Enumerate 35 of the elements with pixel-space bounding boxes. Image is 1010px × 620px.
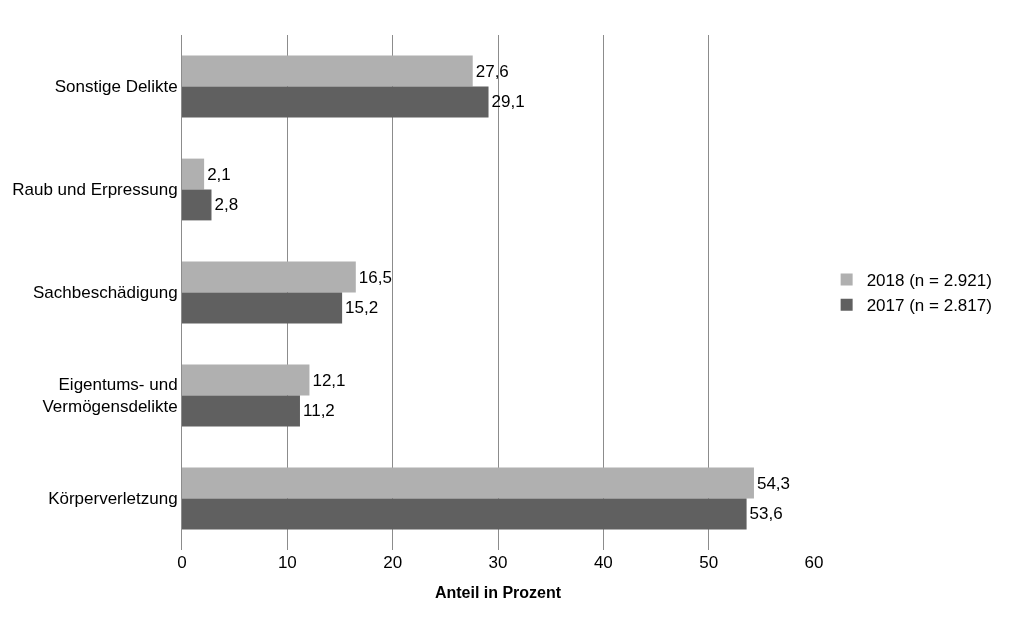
bar: [182, 364, 310, 396]
bar: [182, 498, 747, 530]
x-tick-label: 50: [699, 553, 719, 572]
bar: [182, 292, 343, 324]
bar: [182, 395, 300, 427]
data-label: 2,1: [207, 164, 231, 184]
data-label: 2,8: [214, 195, 239, 215]
y-tick-label: Sonstige Delikte: [54, 77, 178, 97]
data-label: 16,5: [358, 267, 392, 287]
y-tick-label: Eigentums- und Vermögensdelikte: [42, 375, 178, 417]
x-tick-label: 20: [383, 553, 403, 572]
x-tick-label: 40: [593, 553, 613, 572]
legend-label: 2017 (n = 2.817): [866, 296, 992, 316]
bar: [182, 158, 205, 190]
data-label: 11,2: [302, 401, 335, 421]
y-tick-label: Körperverletzung: [48, 489, 178, 509]
data-label: 15,2: [345, 298, 379, 318]
bar: [182, 86, 489, 118]
x-tick-label: 10: [277, 553, 297, 572]
y-tick-label: Sachbeschädigung: [32, 283, 178, 303]
y-tick-label: Raub und Erpressung: [12, 180, 178, 200]
bar: [182, 55, 473, 87]
data-label: 12,1: [312, 370, 346, 390]
x-tick-label: 0: [177, 553, 187, 572]
bar: [182, 189, 212, 221]
bar: [182, 261, 356, 293]
legend-label: 2018 (n = 2.921): [866, 271, 992, 291]
data-label: 29,1: [491, 92, 525, 112]
data-label: 53,6: [749, 504, 783, 524]
x-axis-title: Anteil in Prozent: [434, 583, 562, 601]
data-label: 54,3: [756, 473, 791, 493]
x-tick-label: 30: [488, 553, 508, 572]
x-tick-label: 60: [804, 553, 824, 572]
bar: [182, 467, 754, 499]
data-label: 27,6: [475, 61, 509, 81]
